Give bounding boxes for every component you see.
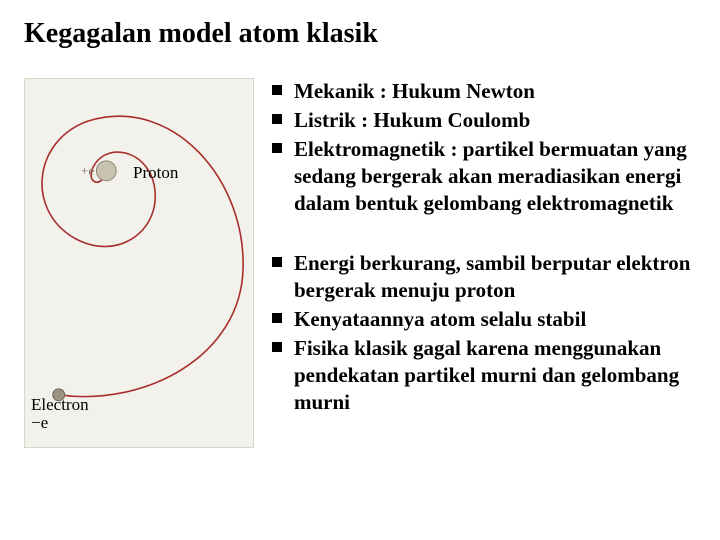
list-item: Elektromagnetik : partikel bermuatan yan…: [272, 136, 696, 217]
page-title: Kegagalan model atom klasik: [24, 18, 696, 50]
list-item: Listrik : Hukum Coulomb: [272, 107, 696, 134]
list-item: Mekanik : Hukum Newton: [272, 78, 696, 105]
list-item: Kenyataannya atom selalu stabil: [272, 306, 696, 333]
proton-dot: [96, 161, 116, 181]
list-item: Energi berkurang, sambil berputar elektr…: [272, 250, 696, 304]
atom-spiral-figure: +e Proton Electron −e: [24, 78, 254, 448]
list-item: Fisika klasik gagal karena menggunakan p…: [272, 335, 696, 416]
spiral-path: [42, 116, 243, 396]
bullet-lists: Mekanik : Hukum Newton Listrik : Hukum C…: [272, 78, 696, 450]
proton-label: Proton: [133, 163, 178, 183]
spiral-svg: [25, 79, 253, 447]
content-row: +e Proton Electron −e Mekanik : Hukum Ne…: [24, 78, 696, 450]
bullet-list-1: Mekanik : Hukum Newton Listrik : Hukum C…: [272, 78, 696, 216]
proton-charge-label: +e: [81, 163, 94, 179]
electron-label: Electron: [31, 395, 89, 414]
electron-label-block: Electron −e: [31, 396, 89, 433]
electron-charge-label: −e: [31, 413, 48, 432]
bullet-list-2: Energi berkurang, sambil berputar elektr…: [272, 250, 696, 415]
